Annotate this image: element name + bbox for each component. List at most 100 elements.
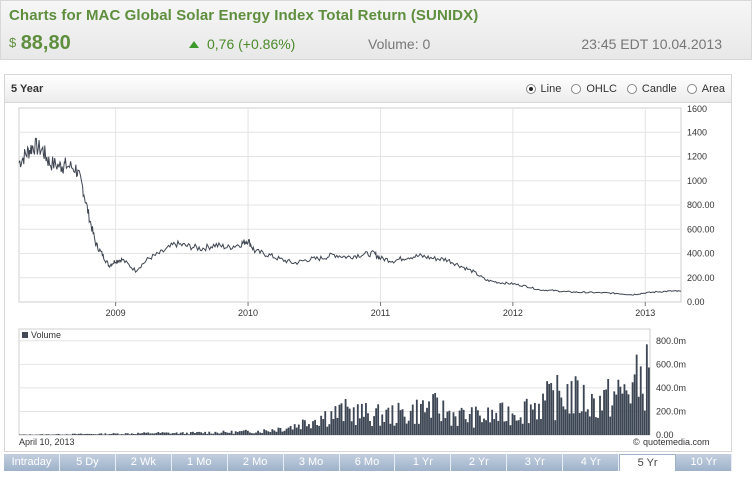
- radio-icon[interactable]: [571, 84, 582, 94]
- volume-bar: [330, 411, 333, 435]
- tab-5-day[interactable]: 5 Dy: [59, 454, 116, 471]
- volume-bar: [208, 431, 211, 435]
- volume-bar: [287, 427, 290, 435]
- radio-icon[interactable]: [626, 84, 637, 94]
- volume-bar: [306, 426, 308, 435]
- price-series-line: [18, 137, 682, 296]
- volume-bar: [428, 401, 430, 435]
- volume-bar: [159, 433, 162, 435]
- volume-bar: [344, 399, 347, 435]
- volume-bar: [578, 412, 581, 435]
- price-chart[interactable]: 1400 1200 1000 800.00 600.00 400.00 200.00 0.00…: [5, 103, 731, 323]
- volume-bar: [259, 432, 262, 435]
- volume-bar: [481, 422, 483, 435]
- volume-bar: [283, 430, 286, 435]
- volume-bar: [448, 410, 451, 435]
- tab-5-year[interactable]: 5 Yr: [619, 454, 677, 471]
- volume-bar: [426, 407, 428, 435]
- chart-type-ohlc[interactable]: OHLC: [571, 83, 617, 95]
- volume-bar: [472, 427, 475, 435]
- radio-selected-icon[interactable]: [525, 84, 536, 94]
- volume-bar: [122, 434, 125, 435]
- price-y-tick-label: 1400: [687, 127, 707, 137]
- tab-10-year[interactable]: 10 Yr: [676, 454, 732, 471]
- tab-2-week[interactable]: 2 Wk: [115, 454, 172, 471]
- chart-type-area[interactable]: Area: [686, 83, 725, 95]
- tab-2-year[interactable]: 2 Yr: [451, 454, 508, 471]
- volume-bar: [285, 428, 288, 435]
- volume-bar: [556, 374, 559, 435]
- tab-4-year[interactable]: 4 Yr: [563, 454, 620, 471]
- volume-bar: [470, 407, 473, 435]
- volume-bar: [320, 415, 323, 435]
- volume-y-tick-label: 200.0m: [656, 406, 686, 416]
- volume-bar: [521, 423, 524, 435]
- volume-bar: [446, 411, 449, 435]
- tab-6-month[interactable]: 6 Mo: [339, 454, 396, 471]
- chart-type-ohlc-label: OHLC: [586, 83, 617, 95]
- volume-bar: [538, 403, 540, 435]
- tab-1-month[interactable]: 1 Mo: [171, 454, 228, 471]
- volume-bars: [19, 344, 650, 435]
- chart-type-line[interactable]: Line: [525, 83, 561, 95]
- volume-bar: [175, 432, 178, 435]
- volume-bar: [279, 427, 282, 435]
- volume-bar: [82, 434, 84, 435]
- volume-bar: [269, 432, 272, 435]
- volume-bar: [238, 431, 241, 435]
- volume-bar: [383, 422, 386, 435]
- volume-bar: [139, 433, 141, 435]
- volume-bar: [531, 409, 534, 435]
- volume-bar: [216, 432, 219, 435]
- volume-bar: [277, 427, 280, 435]
- tab-intraday[interactable]: Intraday: [4, 454, 60, 471]
- volume-bar: [263, 429, 266, 435]
- tab-2-month[interactable]: 2 Mo: [227, 454, 284, 471]
- volume-bar: [23, 434, 25, 435]
- volume-bar: [617, 379, 620, 435]
- volume-bar: [536, 419, 538, 435]
- volume-bar: [338, 404, 341, 435]
- volume-bar: [436, 397, 439, 435]
- volume-bar: [375, 408, 378, 435]
- tab-1-year[interactable]: 1 Yr: [395, 454, 452, 471]
- volume-bar: [318, 425, 321, 435]
- volume-bar: [41, 434, 44, 435]
- volume-bar: [609, 416, 612, 435]
- price-change: 0,76 (+0.86%): [189, 36, 295, 52]
- volume-bar: [460, 407, 463, 435]
- volume-bar: [511, 413, 514, 435]
- volume-bar: [348, 408, 351, 435]
- credit-link[interactable]: quotemedia.com: [643, 437, 710, 447]
- volume-bar: [202, 433, 205, 435]
- volume-bar: [601, 410, 603, 435]
- volume-bar: [340, 403, 343, 435]
- radio-icon[interactable]: [686, 84, 697, 94]
- volume-chart[interactable]: 800.0m 600.0m 400.0m 200.0m 0.00 Volume Apri…: [5, 327, 731, 449]
- chart-type-candle[interactable]: Candle: [626, 83, 677, 95]
- volume-bar: [57, 433, 60, 435]
- volume-bar: [198, 431, 200, 435]
- tab-3-year[interactable]: 3 Yr: [507, 454, 564, 471]
- volume-bar: [424, 412, 426, 435]
- volume-bar: [643, 410, 646, 435]
- volume-bar: [597, 417, 599, 435]
- volume-bar: [360, 403, 363, 435]
- volume-bar: [389, 423, 392, 435]
- volume-bar: [299, 429, 302, 435]
- volume-bar: [491, 409, 494, 435]
- chart-panel: 5 Year Line OHLC Candle Area 1400 1200 100…: [4, 74, 732, 452]
- volume-bar: [365, 403, 367, 435]
- volume-bar: [363, 416, 365, 435]
- volume-bar: [141, 433, 143, 435]
- volume-bar: [71, 433, 74, 435]
- volume-bar: [590, 393, 593, 435]
- chart-title: Charts for MAC Global Solar Energy Index…: [9, 7, 479, 24]
- volume-bar: [513, 415, 516, 435]
- price-y-tick-label: 1000: [687, 176, 707, 186]
- volume-readout: Volume: 0: [368, 36, 431, 52]
- volume-bar: [98, 433, 101, 435]
- volume-bar: [456, 425, 459, 435]
- tab-3-month[interactable]: 3 Mo: [283, 454, 340, 471]
- volume-bar: [529, 404, 532, 435]
